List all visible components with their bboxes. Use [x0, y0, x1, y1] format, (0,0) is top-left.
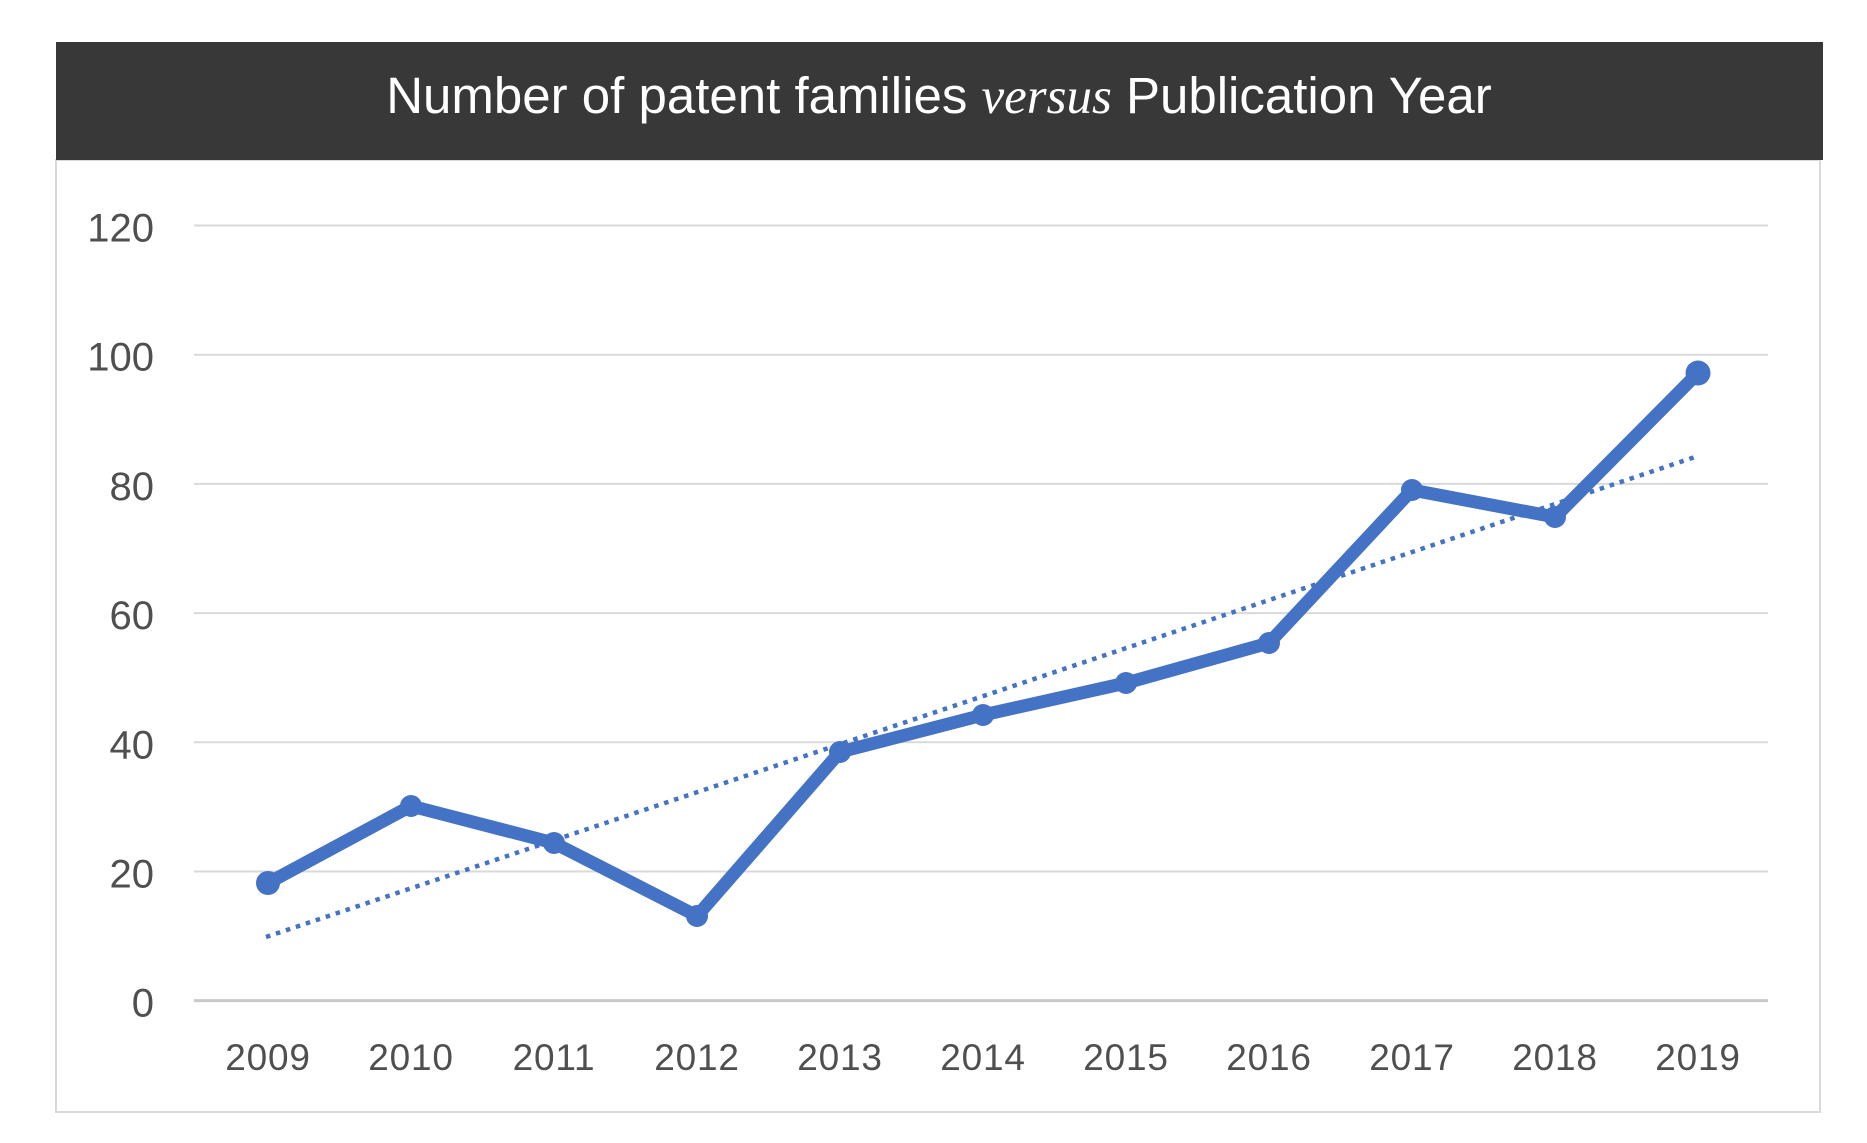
svg-text:40: 40 — [110, 723, 155, 767]
svg-text:20: 20 — [110, 853, 155, 897]
svg-text:2014: 2014 — [940, 1037, 1026, 1078]
svg-text:120: 120 — [87, 207, 154, 251]
svg-text:2016: 2016 — [1226, 1037, 1312, 1078]
svg-text:2017: 2017 — [1369, 1037, 1455, 1078]
svg-text:2010: 2010 — [368, 1037, 454, 1078]
svg-text:2013: 2013 — [797, 1037, 883, 1078]
svg-text:2009: 2009 — [225, 1037, 311, 1078]
svg-text:80: 80 — [110, 465, 155, 509]
svg-text:2012: 2012 — [654, 1037, 740, 1078]
svg-text:2015: 2015 — [1083, 1037, 1169, 1078]
svg-text:0: 0 — [132, 982, 154, 1026]
svg-text:100: 100 — [87, 336, 154, 380]
svg-text:60: 60 — [110, 594, 155, 638]
svg-text:2018: 2018 — [1512, 1037, 1598, 1078]
svg-text:2011: 2011 — [513, 1037, 596, 1078]
svg-text:2019: 2019 — [1655, 1037, 1741, 1078]
svg-text:Number of patent families vers: Number of patent families versus Publica… — [386, 67, 1492, 125]
